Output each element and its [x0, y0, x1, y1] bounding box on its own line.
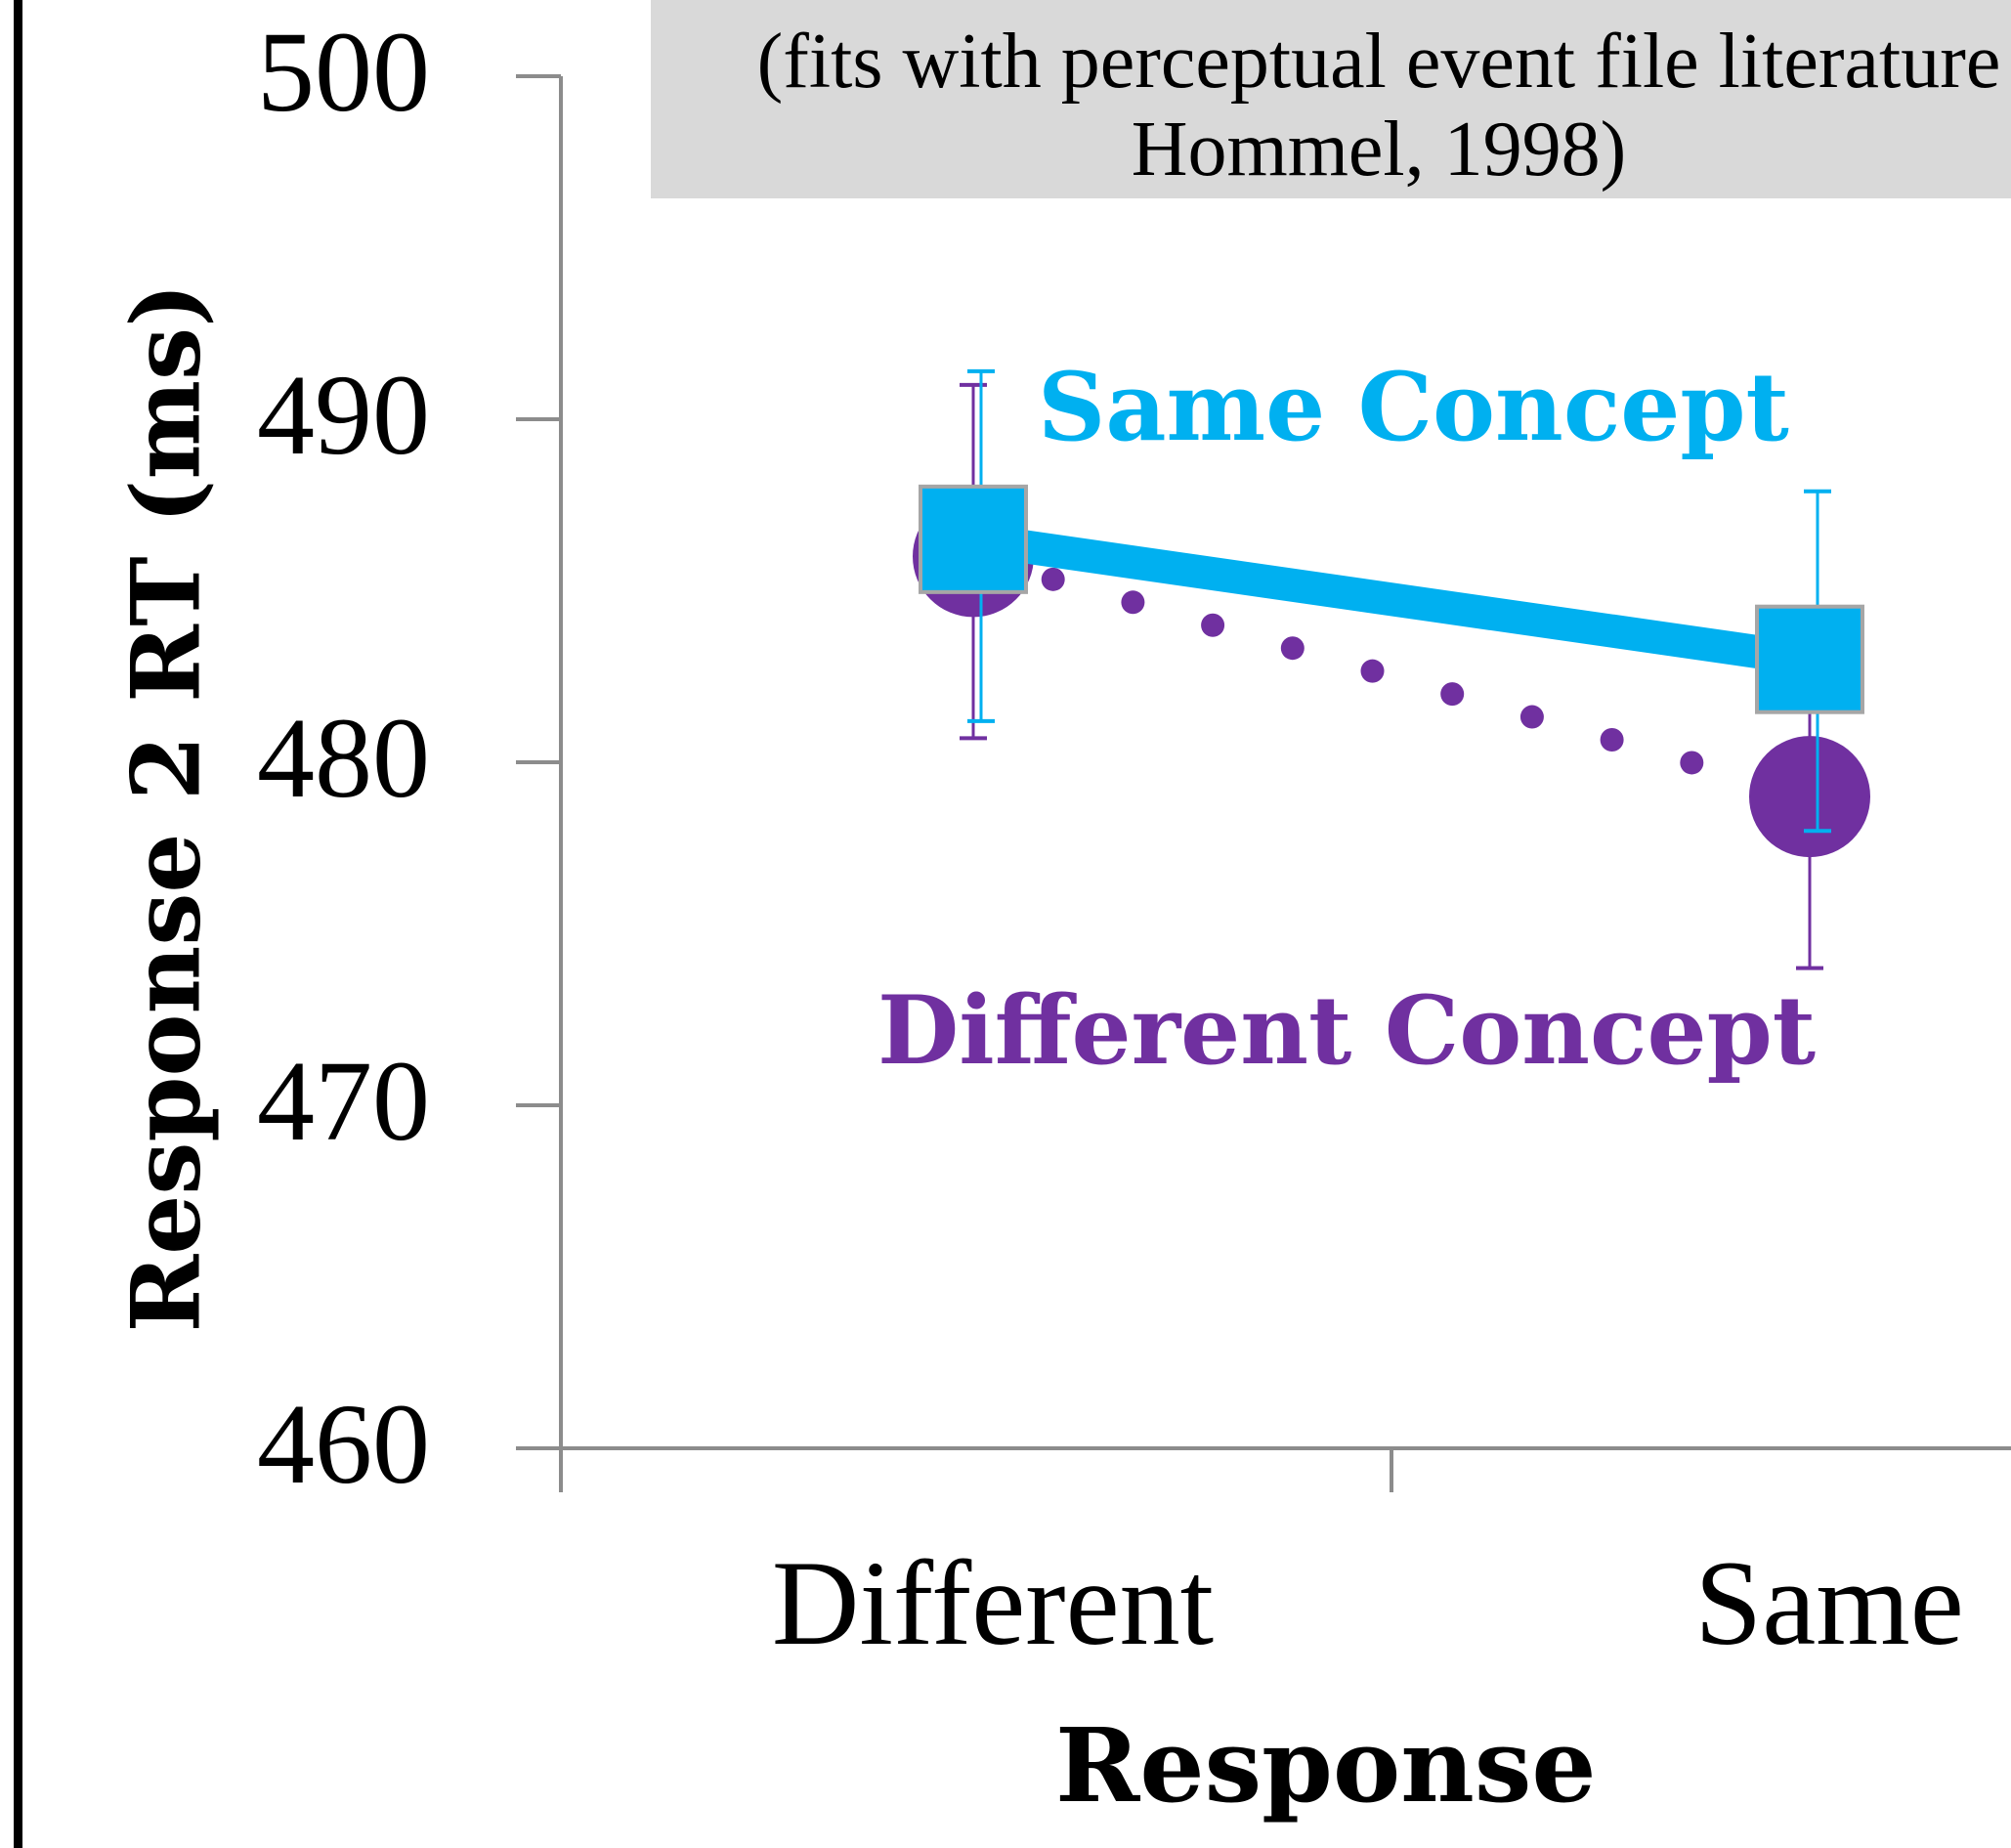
y-tick-label: 500: [257, 8, 430, 136]
series-label-same-concept: Same Concept: [1038, 352, 1789, 462]
axes: [516, 74, 2011, 1492]
note-line-2: Hommel, 1998): [1131, 107, 1627, 193]
y-tick-label: 470: [257, 1037, 430, 1165]
note-line-1: (fits with perceptual event file literat…: [756, 19, 2001, 105]
note-box: (fits with perceptual event file literat…: [651, 0, 2011, 198]
y-tick-label: 460: [257, 1380, 430, 1508]
series-layer: [913, 368, 1870, 970]
data-point-different-concept: [1749, 736, 1870, 858]
series-line-same-concept: [970, 523, 1813, 676]
left-border: [14, 0, 22, 1848]
x-tick-label: Different: [771, 1536, 1215, 1670]
y-tick-label: 490: [257, 351, 430, 479]
data-point-same-concept: [919, 484, 1028, 594]
series-label-different-concept: Different Concept: [877, 975, 1817, 1086]
x-axis-title: Response: [1055, 1705, 1597, 1826]
x-tick-label: Same: [1694, 1536, 1964, 1670]
y-tick-label: 480: [257, 694, 430, 822]
data-point-same-concept: [1755, 604, 1864, 714]
